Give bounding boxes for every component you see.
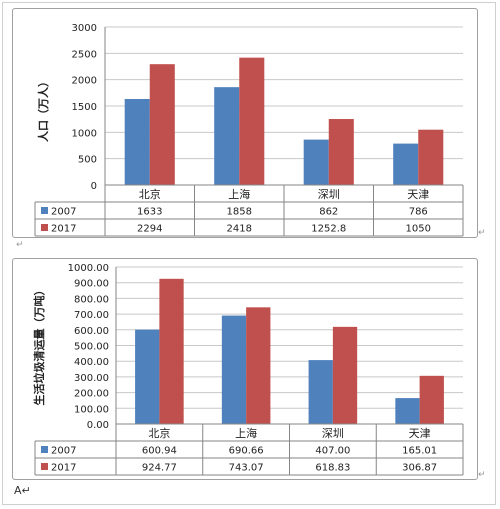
data-label: 924.77 [142,463,177,474]
data-label: 306.87 [402,463,437,474]
legend-swatch-2007 [41,446,48,453]
data-label: 2294 [137,224,162,235]
garbage-chart-panel: 0.00 100.00 200.00 300.00 400.00 500.00 600.00… [12,258,478,480]
y-tick-label: 800.00 [74,294,109,305]
bar-2007 [308,360,333,424]
data-label: 743.07 [229,463,264,474]
y-tick-label: 2000 [72,76,97,87]
data-label: 1050 [406,224,431,235]
legend-label-2017: 2017 [51,463,76,474]
category-label: 天津 [409,427,431,440]
y-tick-label: 900.00 [74,279,109,290]
return-mark: ↵ [478,228,486,238]
population-chart-panel: 0 500 1000 1500 2000 2500 3000 人口（万人） 北京 上海 深圳 天津 20… [12,8,478,238]
bar-2017 [418,129,444,185]
legend-swatch-2007 [41,207,48,214]
y-tick-label: 2500 [72,49,97,60]
y-tick-label: 0 [91,181,97,192]
y-tick-label: 0.00 [87,420,109,431]
legend-swatch-2017 [41,463,48,470]
bar-2017 [332,326,358,424]
data-label: 1252.8 [311,224,346,235]
y-tick-label: 500.00 [74,342,109,353]
bar-2017 [419,375,444,424]
bar-2017 [149,64,175,185]
y-tick-label: 400.00 [74,357,109,368]
data-label: 862 [319,207,338,218]
data-label: 407.00 [315,446,350,457]
bar-2007 [135,329,160,424]
data-label: 165.01 [402,446,437,457]
population-chart: 0 500 1000 1500 2000 2500 3000 人口（万人） 北京 上海 深圳 天津 20… [34,23,464,237]
category-label: 天津 [407,188,429,201]
y-tick-label: 1000 [72,128,97,139]
category-label: 上海 [235,426,257,440]
legend-label-2007: 2007 [51,446,76,457]
bar-2007 [221,315,247,424]
legend-label-2017: 2017 [51,224,76,235]
data-label: 786 [409,207,428,218]
category-label: 深圳 [318,188,340,201]
y-tick-label: 1500 [72,102,97,113]
y-tick-label: 3000 [72,23,97,34]
bar-2007 [124,98,150,185]
y-tick-label: 1000.00 [68,263,109,274]
bar-2017 [328,119,354,185]
bar-2007 [214,87,240,185]
y-tick-label: 300.00 [74,373,109,384]
legend-swatch-2017 [41,224,48,231]
category-label: 北京 [148,426,170,440]
y-tick-label: 600.00 [74,326,109,337]
garbage-chart: 0.00 100.00 200.00 300.00 400.00 500.00 600.00… [32,263,464,476]
category-label: 北京 [139,187,161,201]
data-label: 2418 [227,224,252,235]
y-tick-label: 500 [78,155,97,166]
data-label: 1858 [227,207,252,218]
data-label: 690.66 [229,446,264,457]
bar-2007 [303,139,329,185]
bar-2017 [239,57,265,185]
data-label: 1633 [137,207,162,218]
category-label: 深圳 [322,427,344,440]
legend-label-2007: 2007 [51,207,76,218]
return-mark: ↵ [478,470,486,480]
data-label: 618.83 [315,463,350,474]
page-frame [2,2,496,505]
bar-2017 [246,307,271,424]
data-label: 600.94 [142,446,177,457]
y-tick-label: 200.00 [74,389,109,400]
footer-text: A↵ [14,484,31,497]
category-label: 上海 [228,187,250,201]
return-mark: ↵ [16,240,24,250]
y-axis-title: 人口（万人） [36,76,50,142]
bar-2007 [395,398,420,424]
bar-2017 [159,278,184,424]
y-tick-label: 100.00 [74,404,109,415]
y-tick-label: 700.00 [74,310,109,321]
y-axis-title: 生活垃圾清运量（万吨） [32,285,46,406]
bar-2007 [393,143,419,185]
